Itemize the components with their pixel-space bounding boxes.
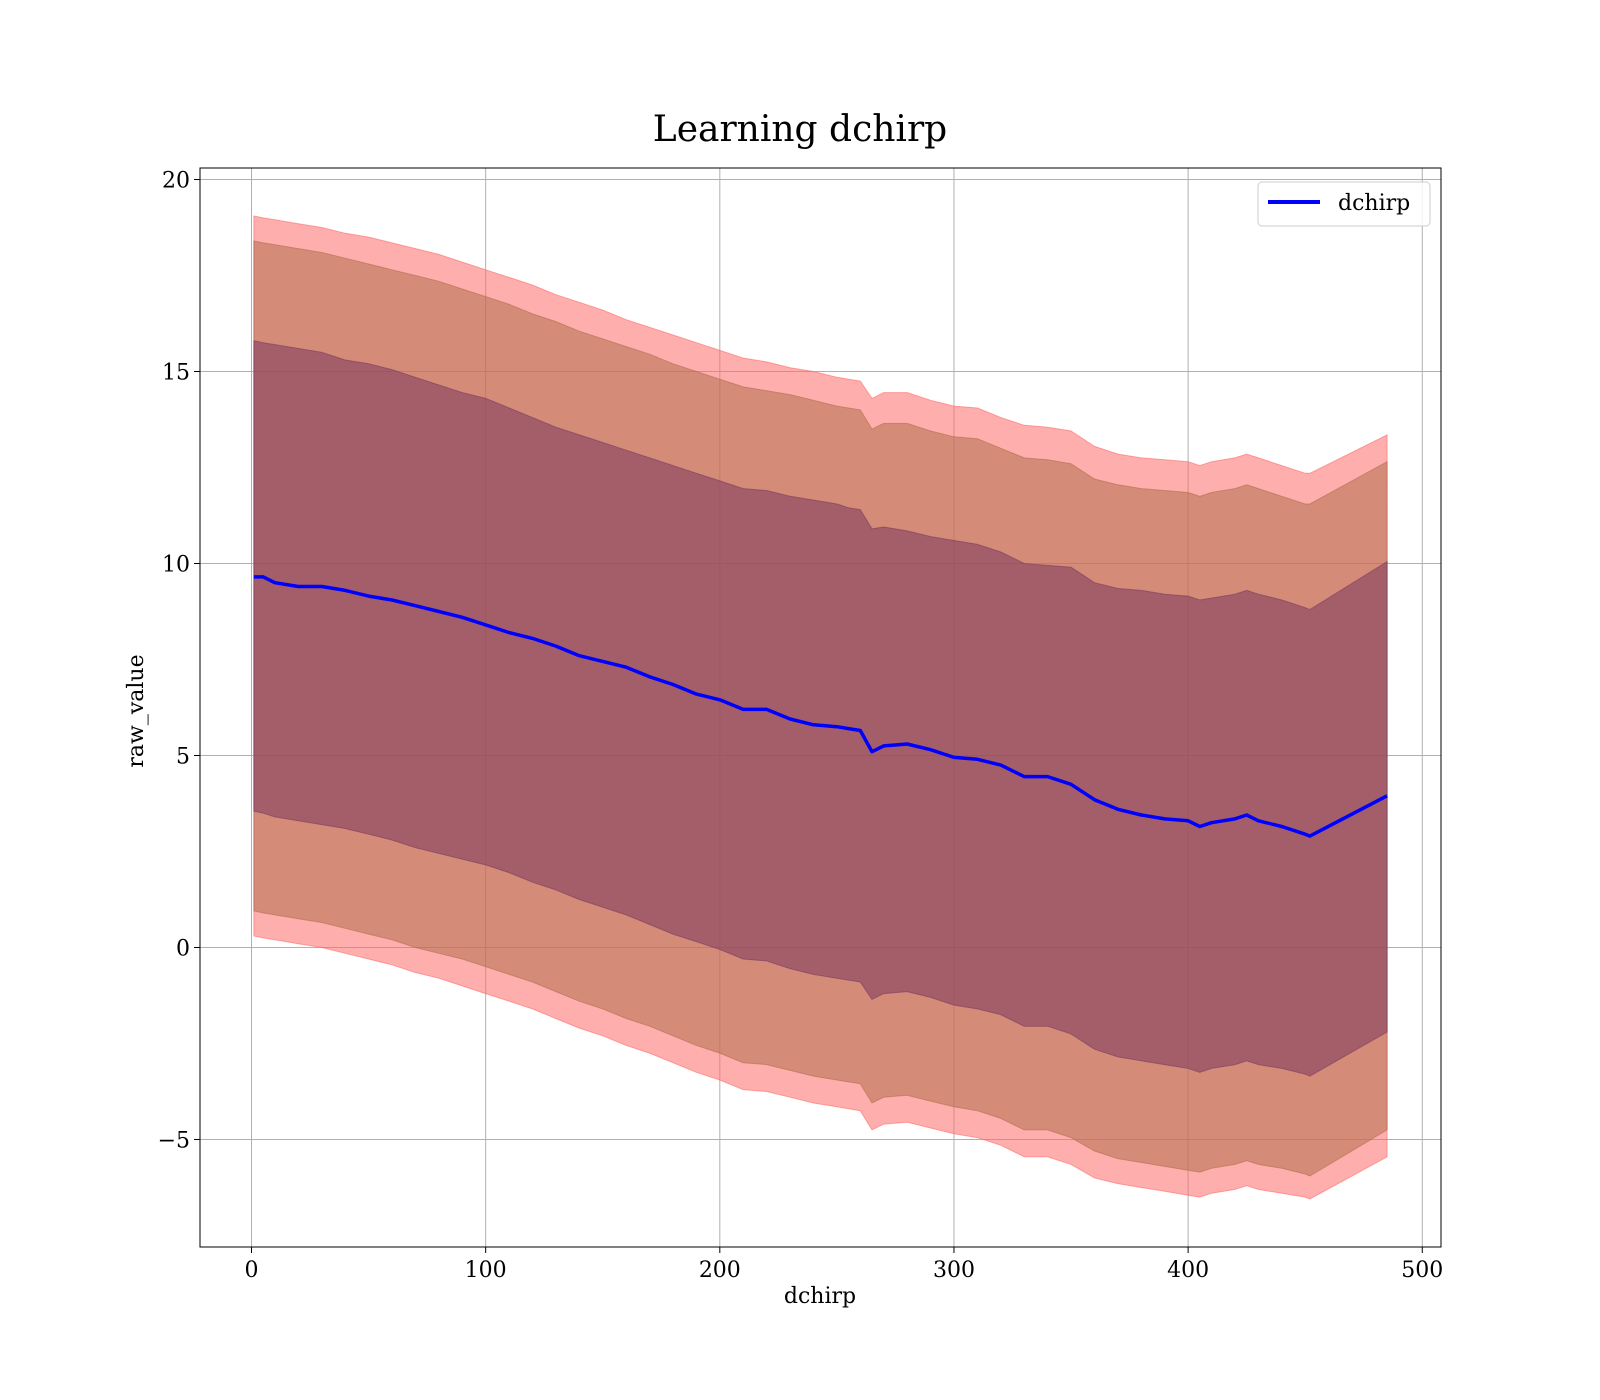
y-axis-label: raw_value [124, 654, 149, 767]
series-lines [253, 575, 1388, 838]
y-tick-label: 0 [176, 936, 190, 961]
x-axis-label: dchirp [784, 1284, 856, 1309]
legend-label: dchirp [1338, 191, 1410, 216]
y-tick-label: −5 [158, 1128, 190, 1153]
confidence-bands [253, 215, 1388, 1200]
y-axis-ticks: −5 0 5 10 15 20 [158, 169, 200, 1153]
series-line-dchirp [253, 575, 1388, 838]
band-1sigma [253, 340, 1388, 1077]
legend: dchirp [1257, 181, 1431, 227]
x-tick-label: 100 [465, 1258, 507, 1283]
x-tick-label: 400 [1167, 1258, 1209, 1283]
x-axis-ticks: 0 100 200 300 400 500 [245, 1247, 1443, 1283]
chart-title: Learning dchirp [653, 109, 947, 150]
x-tick-label: 500 [1401, 1258, 1443, 1283]
legend-box [1257, 181, 1431, 227]
x-tick-label: 0 [245, 1258, 259, 1283]
y-tick-label: 5 [176, 744, 190, 769]
x-tick-label: 200 [699, 1258, 741, 1283]
y-tick-label: 15 [162, 361, 190, 386]
plot-frame [199, 167, 1442, 1248]
y-tick-label: 20 [162, 169, 190, 194]
x-tick-label: 300 [933, 1258, 975, 1283]
y-tick-label: 10 [162, 553, 190, 578]
